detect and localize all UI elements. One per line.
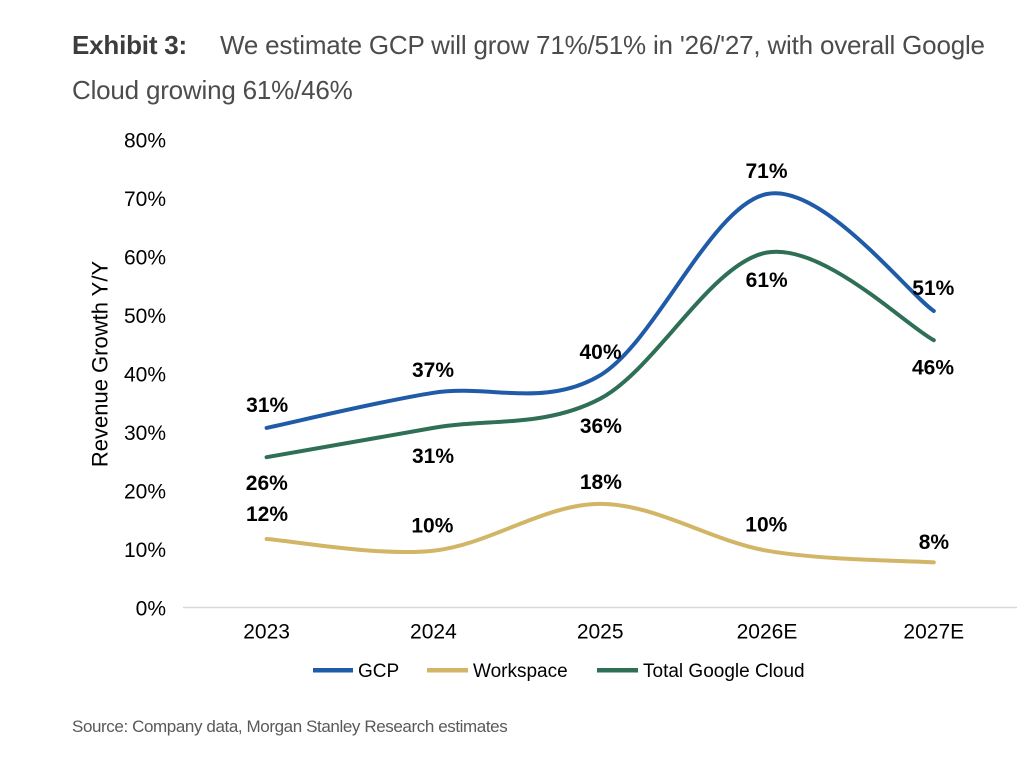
svg-text:10%: 10% <box>411 515 453 538</box>
svg-text:36%: 36% <box>580 415 622 438</box>
svg-text:31%: 31% <box>246 394 288 417</box>
svg-text:71%: 71% <box>745 160 787 183</box>
svg-text:80%: 80% <box>124 130 166 153</box>
svg-text:0%: 0% <box>136 598 166 621</box>
svg-text:31%: 31% <box>412 445 454 468</box>
svg-text:37%: 37% <box>412 359 454 382</box>
svg-text:Total Google Cloud: Total Google Cloud <box>643 661 805 682</box>
svg-text:18%: 18% <box>580 471 622 494</box>
svg-text:2023: 2023 <box>243 621 290 644</box>
svg-text:2026E: 2026E <box>737 621 798 644</box>
svg-text:51%: 51% <box>912 277 954 300</box>
svg-text:70%: 70% <box>124 188 166 211</box>
svg-text:50%: 50% <box>124 305 166 328</box>
svg-text:10%: 10% <box>124 539 166 562</box>
svg-text:60%: 60% <box>124 247 166 270</box>
svg-text:46%: 46% <box>912 356 954 379</box>
svg-text:30%: 30% <box>124 422 166 445</box>
svg-text:20%: 20% <box>124 481 166 504</box>
svg-text:40%: 40% <box>124 364 166 387</box>
svg-text:2027E: 2027E <box>903 621 964 644</box>
svg-text:26%: 26% <box>246 472 288 495</box>
svg-text:Workspace: Workspace <box>473 661 568 682</box>
svg-text:Revenue Growth Y/Y: Revenue Growth Y/Y <box>88 261 113 468</box>
svg-text:8%: 8% <box>919 531 950 554</box>
svg-text:10%: 10% <box>745 513 787 536</box>
svg-text:12%: 12% <box>246 503 288 526</box>
svg-text:GCP: GCP <box>358 661 399 682</box>
svg-text:61%: 61% <box>746 269 788 292</box>
svg-text:2024: 2024 <box>410 621 457 644</box>
svg-text:40%: 40% <box>579 341 621 364</box>
svg-text:2025: 2025 <box>577 621 624 644</box>
